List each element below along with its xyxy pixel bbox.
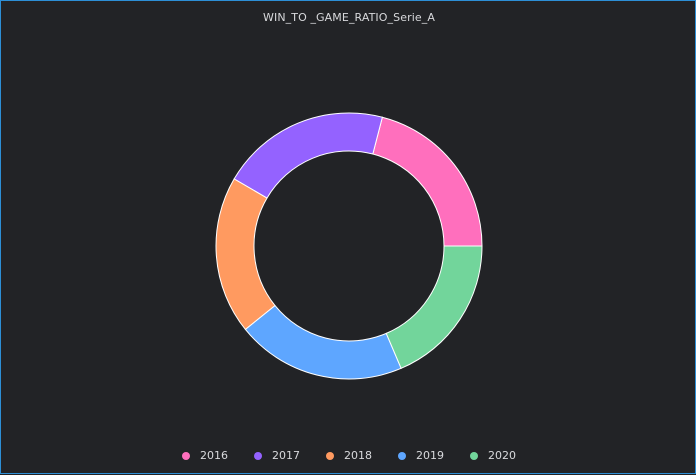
- legend-label: 2017: [272, 449, 300, 462]
- legend-item-2017[interactable]: 2017: [254, 449, 300, 462]
- donut-slice-2017[interactable]: [233, 112, 383, 199]
- legend-dot-icon: [254, 451, 262, 460]
- donut-slice-2018[interactable]: [215, 178, 276, 331]
- legend-label: 2018: [344, 449, 372, 462]
- legend-label: 2016: [200, 449, 228, 462]
- legend-item-2016[interactable]: 2016: [182, 449, 228, 462]
- legend-label: 2019: [416, 449, 444, 462]
- donut-slice-2016[interactable]: [372, 116, 483, 247]
- donut-slice-2019[interactable]: [244, 304, 402, 380]
- chart-legend: 2016 2017 2018 2019 2020: [1, 449, 696, 462]
- legend-item-2019[interactable]: 2019: [398, 449, 444, 462]
- donut-slice-2020[interactable]: [385, 245, 483, 370]
- chart-title: WIN_TO _GAME_RATIO_Serie_A: [263, 11, 435, 24]
- legend-label: 2020: [488, 449, 516, 462]
- legend-dot-icon: [398, 451, 406, 460]
- legend-dot-icon: [470, 451, 478, 460]
- legend-dot-icon: [182, 451, 190, 460]
- legend-dot-icon: [326, 451, 334, 460]
- legend-item-2018[interactable]: 2018: [326, 449, 372, 462]
- legend-item-2020[interactable]: 2020: [470, 449, 516, 462]
